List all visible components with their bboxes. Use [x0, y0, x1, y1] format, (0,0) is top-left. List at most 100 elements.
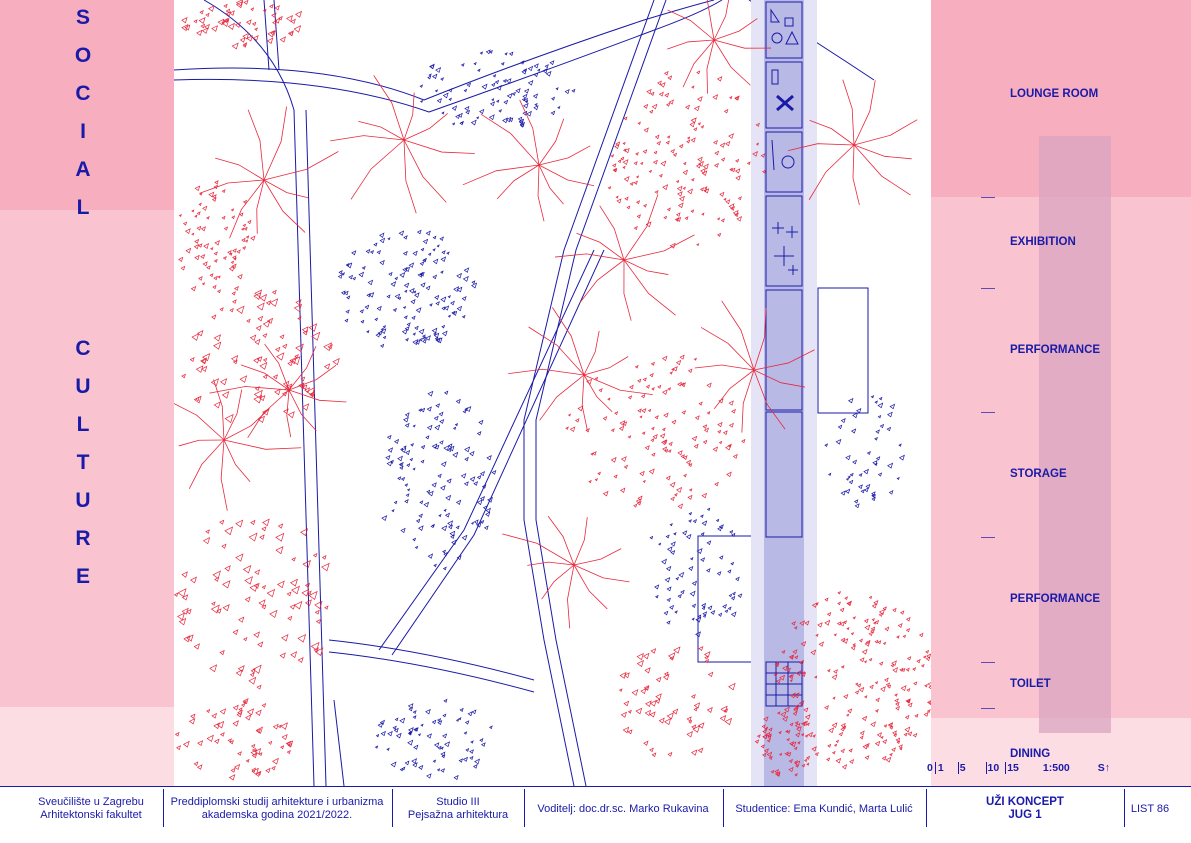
- plant-mark: [892, 607, 897, 613]
- plant-mark: [431, 482, 437, 488]
- plant-mark: [399, 271, 406, 278]
- plant-mark: [623, 672, 630, 679]
- plant-mark: [271, 12, 277, 18]
- plant-mark: [434, 89, 438, 93]
- plant-mark: [661, 427, 666, 432]
- plant-mark: [508, 51, 514, 56]
- plant-mark: [253, 357, 260, 364]
- plant-mark: [703, 651, 711, 658]
- plant-mark: [693, 702, 701, 709]
- plant-mark: [702, 614, 707, 618]
- plant-mark: [521, 97, 526, 102]
- plant-mark: [481, 742, 486, 747]
- plant-mark: [845, 454, 851, 461]
- plant-mark: [803, 707, 809, 713]
- tree-branch: [223, 439, 302, 450]
- plant-mark: [402, 250, 408, 256]
- plant-mark: [675, 212, 681, 217]
- plant-mark: [533, 105, 539, 111]
- plant-mark: [482, 505, 488, 510]
- plant-mark: [427, 75, 432, 80]
- plant-mark: [220, 732, 225, 737]
- plant-mark: [788, 766, 794, 773]
- plant-mark: [722, 430, 728, 436]
- plant-mark: [773, 672, 778, 677]
- plant-mark: [858, 473, 863, 477]
- plant-mark: [420, 723, 424, 727]
- plant-mark: [678, 571, 685, 578]
- plant-mark: [729, 95, 733, 100]
- divider: [163, 789, 164, 827]
- plant-mark: [665, 475, 671, 481]
- plant-mark: [465, 748, 470, 752]
- plant-mark: [206, 265, 211, 270]
- plant-mark: [505, 116, 512, 123]
- plant-mark: [684, 216, 689, 221]
- plant-mark: [649, 699, 657, 707]
- plant-mark: [898, 443, 902, 447]
- plant-mark: [661, 355, 668, 362]
- plant-mark: [242, 245, 247, 250]
- plant-mark: [697, 160, 704, 167]
- plant-mark: [828, 727, 835, 734]
- plant-mark: [448, 87, 453, 93]
- plant-mark: [419, 500, 424, 505]
- plant-mark: [269, 298, 279, 307]
- plant-mark: [462, 409, 467, 414]
- tree-branch: [247, 109, 265, 181]
- program-label-lounge-room: LOUNGE ROOM: [1010, 88, 1099, 100]
- plant-mark: [649, 535, 654, 540]
- tree-branch: [403, 139, 447, 203]
- plant-mark: [369, 250, 375, 255]
- plant-mark: [219, 519, 225, 525]
- plant-mark: [417, 525, 424, 531]
- plant-mark: [178, 617, 187, 626]
- plant-mark: [238, 707, 243, 712]
- plant-mark: [827, 743, 832, 748]
- plant-mark: [266, 37, 274, 44]
- plant-mark: [880, 735, 884, 740]
- plant-mark: [610, 428, 615, 433]
- plant-mark: [287, 360, 294, 367]
- plant-mark: [413, 744, 419, 750]
- plant-mark: [655, 693, 662, 700]
- plant-mark: [680, 589, 685, 595]
- plant-mark: [537, 68, 541, 72]
- plant-mark: [435, 67, 442, 73]
- plant-mark: [792, 649, 798, 655]
- plant-mark: [455, 398, 461, 404]
- plant-mark: [691, 603, 697, 609]
- plant-mark: [730, 595, 736, 601]
- plant-mark: [635, 151, 639, 156]
- plant-mark: [213, 275, 218, 281]
- plant-mark: [213, 334, 222, 342]
- plant-mark: [788, 674, 794, 680]
- plant-mark: [376, 305, 382, 311]
- tree-branch: [288, 364, 337, 391]
- plant-mark: [488, 114, 495, 121]
- plant-mark: [700, 531, 705, 536]
- plant-mark: [892, 667, 899, 673]
- plant-mark: [367, 279, 374, 286]
- plant-mark: [719, 191, 725, 197]
- plant-mark: [874, 680, 879, 685]
- plant-mark: [782, 715, 789, 722]
- plant-mark: [389, 459, 394, 464]
- plant-mark: [324, 605, 329, 610]
- plant-mark: [654, 415, 659, 420]
- plant-mark: [788, 758, 793, 764]
- plant-mark: [449, 530, 456, 537]
- plant-mark: [434, 294, 440, 300]
- plant-mark: [422, 258, 427, 263]
- plant-mark: [429, 303, 433, 307]
- plant-mark: [198, 276, 203, 281]
- tree-branch: [188, 439, 225, 490]
- plant-mark: [267, 29, 275, 38]
- plant-mark: [230, 767, 236, 773]
- plant-mark: [904, 726, 911, 733]
- plant-mark: [840, 748, 845, 754]
- plant-mark: [456, 555, 462, 561]
- university-cell: Sveučilište u Zagrebu Arhitektonski faku…: [20, 791, 162, 827]
- plant-mark: [913, 681, 918, 686]
- scale-tick: 5: [959, 762, 966, 774]
